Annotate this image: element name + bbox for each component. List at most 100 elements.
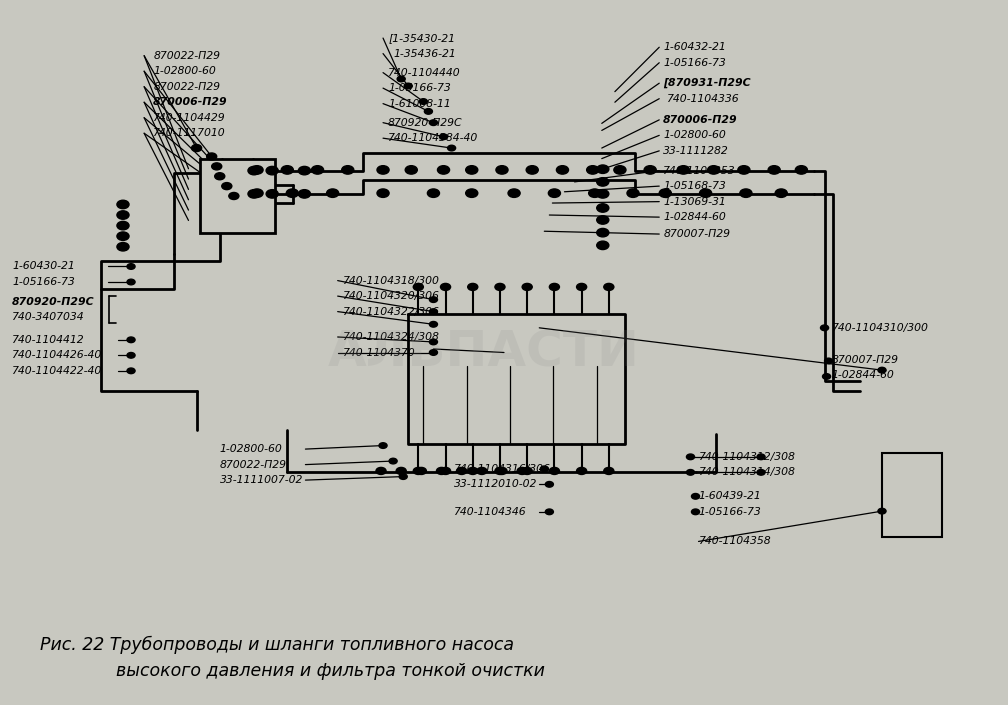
Text: 1-02844-60: 1-02844-60 — [663, 212, 726, 222]
Circle shape — [691, 509, 700, 515]
Circle shape — [768, 166, 780, 174]
Circle shape — [825, 358, 833, 364]
Circle shape — [396, 467, 406, 474]
Circle shape — [757, 470, 765, 475]
Circle shape — [495, 283, 505, 290]
Circle shape — [556, 166, 569, 174]
Text: 740-3407034: 740-3407034 — [12, 312, 85, 322]
Text: 870007-П29: 870007-П29 — [663, 229, 730, 239]
Circle shape — [448, 145, 456, 151]
Circle shape — [327, 189, 339, 197]
Circle shape — [222, 183, 232, 190]
Circle shape — [342, 166, 354, 174]
Circle shape — [477, 467, 487, 474]
Text: 740-1104440: 740-1104440 — [388, 68, 461, 78]
Text: 33-1111007-02: 33-1111007-02 — [220, 475, 303, 485]
Circle shape — [404, 83, 412, 89]
Circle shape — [597, 178, 609, 186]
Text: 1-05166-73: 1-05166-73 — [663, 58, 726, 68]
Circle shape — [708, 166, 720, 174]
Circle shape — [377, 166, 389, 174]
Circle shape — [192, 145, 202, 152]
Text: 740-1104320/306: 740-1104320/306 — [343, 291, 439, 301]
Text: [870931-П29С: [870931-П29С — [663, 78, 751, 88]
Circle shape — [821, 325, 829, 331]
Circle shape — [878, 367, 886, 373]
Circle shape — [436, 467, 447, 474]
Circle shape — [691, 493, 700, 499]
Text: 740-1104384-40: 740-1104384-40 — [388, 133, 479, 143]
Text: 1-60439-21: 1-60439-21 — [699, 491, 761, 501]
Circle shape — [429, 321, 437, 327]
Text: 1-60430-21: 1-60430-21 — [12, 262, 75, 271]
Text: 1-02844-60: 1-02844-60 — [832, 370, 894, 380]
Text: 1-05168-73: 1-05168-73 — [663, 181, 726, 191]
Text: 1-61008-11: 1-61008-11 — [388, 99, 451, 109]
Circle shape — [397, 76, 405, 82]
Circle shape — [427, 189, 439, 197]
Circle shape — [589, 189, 601, 197]
Text: 1-60432-21: 1-60432-21 — [663, 42, 726, 52]
Circle shape — [298, 190, 310, 198]
Circle shape — [738, 166, 750, 174]
Circle shape — [251, 189, 263, 197]
Circle shape — [127, 337, 135, 343]
Text: 870022-П29: 870022-П29 — [153, 82, 220, 92]
Text: 740-1104346: 740-1104346 — [454, 507, 526, 517]
Bar — [200, 159, 275, 233]
Circle shape — [248, 190, 260, 198]
Circle shape — [440, 467, 451, 474]
Circle shape — [545, 509, 553, 515]
Text: 740-1117010: 740-1117010 — [153, 128, 226, 138]
Circle shape — [597, 204, 609, 212]
Circle shape — [644, 166, 656, 174]
Text: [1-35430-21: [1-35430-21 — [388, 33, 455, 43]
Circle shape — [549, 283, 559, 290]
Circle shape — [117, 243, 129, 251]
Circle shape — [377, 189, 389, 197]
Circle shape — [775, 189, 787, 197]
Circle shape — [823, 374, 831, 379]
Circle shape — [286, 189, 298, 197]
Circle shape — [416, 467, 426, 474]
Text: 740-1104314/308: 740-1104314/308 — [699, 467, 795, 477]
Circle shape — [127, 368, 135, 374]
Circle shape — [440, 283, 451, 290]
Text: 1-02800-60: 1-02800-60 — [153, 66, 216, 76]
Text: 870920-П29С: 870920-П29С — [12, 297, 95, 307]
Circle shape — [740, 189, 752, 197]
Circle shape — [429, 309, 437, 314]
Text: 740-1104312/308: 740-1104312/308 — [699, 452, 795, 462]
Circle shape — [127, 264, 135, 269]
Circle shape — [413, 467, 423, 474]
Circle shape — [496, 166, 508, 174]
Circle shape — [597, 165, 609, 173]
Circle shape — [413, 283, 423, 290]
Text: 33-1112010-02: 33-1112010-02 — [454, 479, 537, 489]
Circle shape — [517, 467, 527, 474]
Circle shape — [429, 339, 437, 345]
Circle shape — [379, 443, 387, 448]
Text: 870006-П29: 870006-П29 — [153, 97, 228, 107]
Circle shape — [266, 190, 278, 198]
Bar — [882, 453, 942, 537]
Text: АЛЬПАСТИ: АЛЬПАСТИ — [328, 329, 640, 376]
Circle shape — [437, 166, 450, 174]
Text: 740-1104324/308: 740-1104324/308 — [343, 332, 439, 342]
Circle shape — [540, 466, 548, 472]
Circle shape — [466, 189, 478, 197]
Circle shape — [686, 454, 695, 460]
Text: 740-1104336: 740-1104336 — [667, 94, 740, 104]
Circle shape — [522, 467, 532, 474]
Text: 1-05166-73: 1-05166-73 — [699, 507, 761, 517]
Circle shape — [389, 458, 397, 464]
Circle shape — [466, 166, 478, 174]
Text: 1-35436-21: 1-35436-21 — [393, 49, 456, 59]
Circle shape — [700, 189, 712, 197]
Text: 870022-П29: 870022-П29 — [220, 460, 286, 470]
Text: 740-1104318/300: 740-1104318/300 — [343, 276, 439, 286]
Circle shape — [424, 109, 432, 114]
Circle shape — [215, 173, 225, 180]
Circle shape — [248, 166, 260, 175]
Circle shape — [281, 166, 293, 174]
